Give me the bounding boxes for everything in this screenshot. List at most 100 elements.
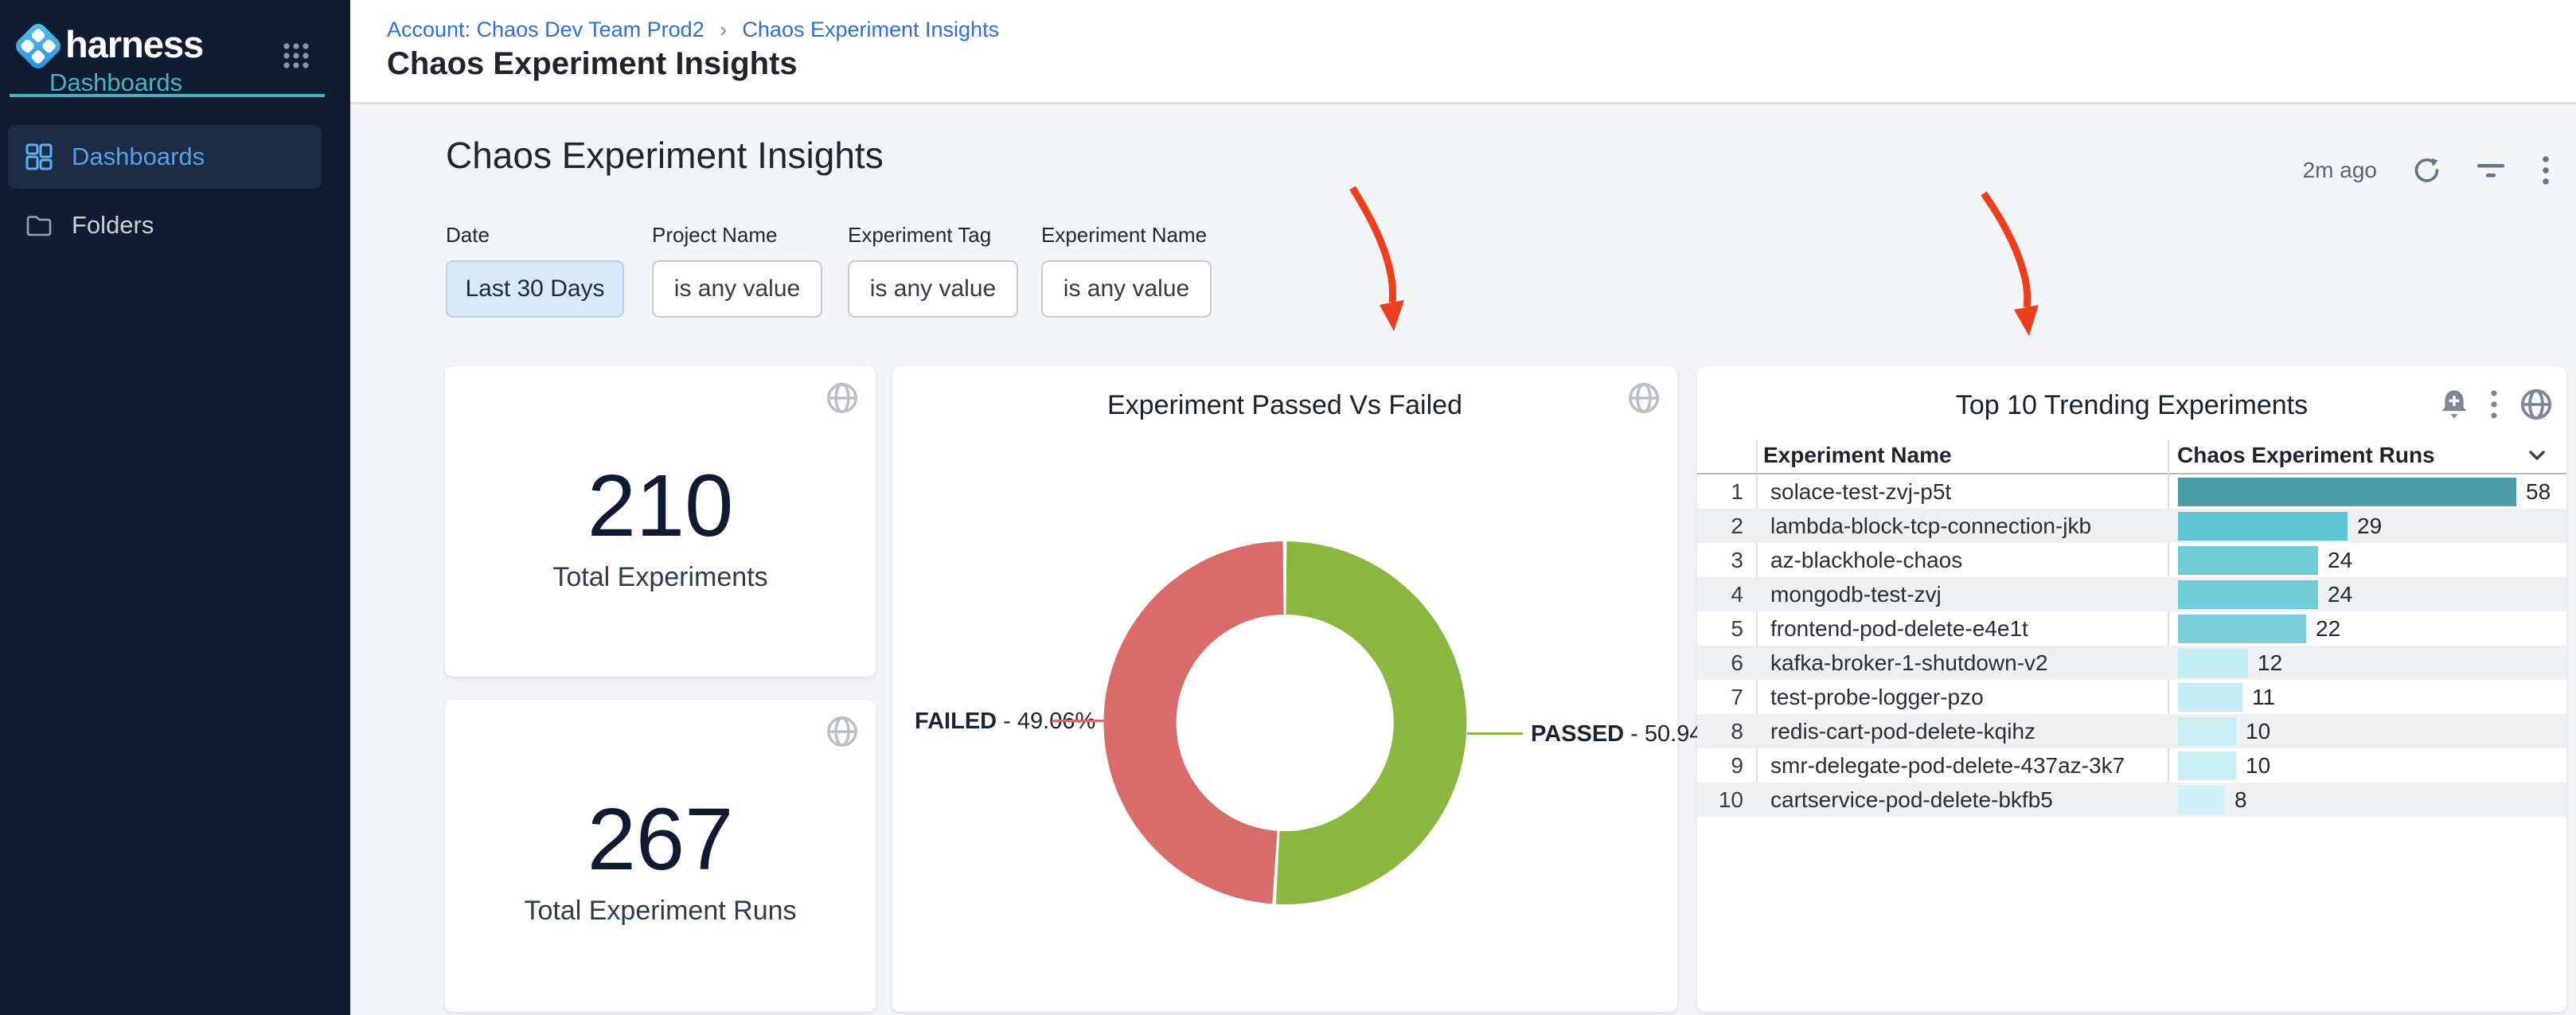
table-body: 1 solace-test-zvj-p5t 58 2 lambda-block-… [1697, 474, 2566, 817]
row-rank: 1 [1731, 479, 1743, 504]
experiment-name-cell[interactable]: kafka-broker-1-shutdown-v2 [1770, 650, 2048, 675]
failed-leader-line [1052, 720, 1109, 722]
run-count-bar[interactable] [2178, 648, 2248, 677]
breadcrumb-current-link[interactable]: Chaos Experiment Insights [742, 18, 1000, 41]
experiment-name-cell[interactable]: cartservice-pod-delete-bkfb5 [1770, 787, 2053, 812]
failed-callout: FAILED - 49.06% [915, 709, 1096, 734]
table-row: 10 cartservice-pod-delete-bkfb5 8 [1697, 783, 2566, 817]
folder-icon [26, 216, 52, 236]
brand-wordmark: harness [65, 23, 204, 65]
run-count-value: 10 [2246, 718, 2271, 744]
header-divider [350, 102, 2576, 104]
harness-logo-icon [16, 24, 60, 68]
table-column-divider [1756, 439, 1758, 817]
experiment-name-filter-value[interactable]: is any value [1041, 260, 1212, 318]
passed-callout: PASSED - 50.94% [1531, 721, 1723, 747]
trending-experiments-card: Top 10 Trending Experiments Experiment N… [1697, 366, 2566, 1012]
stat-label: Total Experiment Runs [524, 896, 797, 926]
breadcrumb: Account: Chaos Dev Team Prod2 › Chaos Ex… [387, 18, 999, 42]
run-count-bar[interactable] [2178, 511, 2348, 541]
refresh-icon[interactable] [2412, 156, 2441, 185]
product-name: Dashboards [49, 68, 183, 96]
kebab-menu-icon[interactable] [2541, 154, 2551, 186]
filter-label: Experiment Tag [848, 223, 992, 247]
run-count-bar[interactable] [2178, 614, 2306, 643]
run-count-value: 12 [2258, 650, 2283, 675]
experiment-name-cell[interactable]: test-probe-logger-pzo [1770, 685, 1984, 709]
sidebar: harness Dashboards Dashboards Folders [0, 0, 350, 1015]
sidebar-item-label: Dashboards [72, 142, 205, 170]
stat-value: 267 [587, 791, 734, 888]
experiment-name-cell[interactable]: lambda-block-tcp-connection-jkb [1770, 513, 2092, 538]
experiment-name-cell[interactable]: frontend-pod-delete-e4e1t [1770, 616, 2028, 641]
filter-label: Experiment Name [1041, 223, 1208, 247]
experiment-name-cell[interactable]: smr-delegate-pod-delete-437az-3k7 [1770, 753, 2125, 778]
table-header-rule [1697, 473, 2566, 474]
run-count-bar[interactable] [2178, 716, 2236, 746]
column-header-experiment-name[interactable]: Experiment Name [1763, 443, 1952, 467]
run-count-bar[interactable] [2178, 477, 2516, 506]
experiment-name-cell[interactable]: az-blackhole-chaos [1770, 548, 1963, 572]
table-column-divider [2168, 439, 2169, 817]
card-actions [2439, 387, 2554, 422]
experiment-name-cell[interactable]: solace-test-zvj-p5t [1770, 479, 1952, 504]
filter-experiment-tag: Experiment Tag is any value [848, 223, 1018, 318]
chart-title: Experiment Passed Vs Failed [1107, 390, 1462, 420]
brand-block: harness Dashboards [13, 18, 339, 96]
filter-bar: Date Last 30 Days Project Name is any va… [350, 223, 2576, 358]
filter-project-name: Project Name is any value [652, 223, 822, 318]
experiment-name-cell[interactable]: mongodb-test-zvj [1770, 582, 1942, 607]
globe-icon[interactable] [825, 714, 860, 749]
filter-icon[interactable] [2476, 158, 2506, 182]
table-row: 6 kafka-broker-1-shutdown-v2 12 [1697, 646, 2566, 680]
run-count-bar[interactable] [2178, 785, 2225, 814]
table-row: 1 solace-test-zvj-p5t 58 [1697, 474, 2566, 509]
row-rank: 2 [1731, 513, 1743, 538]
run-count-bar[interactable] [2178, 580, 2318, 609]
passed-leader-line [1467, 732, 1523, 735]
stat-value: 210 [587, 457, 734, 555]
globe-icon[interactable] [2519, 387, 2554, 422]
project-name-filter-value[interactable]: is any value [652, 260, 822, 318]
dashboard-heading: Chaos Experiment Insights [446, 135, 884, 176]
passed-slice[interactable] [1275, 541, 1467, 904]
row-rank: 6 [1731, 650, 1743, 675]
app-grid-icon[interactable] [280, 40, 312, 72]
table-row: 5 frontend-pod-delete-e4e1t 22 [1697, 611, 2566, 646]
row-rank: 7 [1731, 685, 1743, 709]
experiment-tag-filter-value[interactable]: is any value [848, 260, 1018, 318]
chart-title: Top 10 Trending Experiments [1955, 390, 2309, 420]
run-count-value: 58 [2526, 478, 2551, 504]
breadcrumb-separator-icon: › [720, 18, 727, 41]
stat-label: Total Experiments [552, 562, 768, 592]
filter-label: Date [446, 223, 490, 247]
globe-icon[interactable] [1626, 381, 1661, 416]
kebab-menu-icon[interactable] [2490, 389, 2498, 420]
chevron-down-icon[interactable] [2523, 446, 2551, 465]
last-refreshed-label: 2m ago [2302, 158, 2377, 182]
sidebar-item-folders[interactable]: Folders [8, 193, 322, 257]
table-row: 2 lambda-block-tcp-connection-jkb 29 [1697, 509, 2566, 543]
total-experiment-runs-card: 267 Total Experiment Runs [445, 700, 876, 1012]
row-rank: 4 [1731, 582, 1743, 607]
sidebar-item-dashboards[interactable]: Dashboards [8, 125, 322, 189]
dashboard-main: Chaos Experiment Insights 2m ago Date La… [350, 102, 2576, 1015]
filter-experiment-name: Experiment Name is any value [1041, 223, 1212, 318]
top-header: Account: Chaos Dev Team Prod2 › Chaos Ex… [350, 0, 2576, 102]
date-filter-value[interactable]: Last 30 Days [446, 260, 624, 318]
dashboard-toolbar: 2m ago [2303, 148, 2551, 193]
breadcrumb-account-link[interactable]: Account: Chaos Dev Team Prod2 [387, 18, 704, 41]
experiment-name-cell[interactable]: redis-cart-pod-delete-kqihz [1770, 719, 2036, 744]
run-count-value: 22 [2316, 615, 2341, 641]
table-row: 4 mongodb-test-zvj 24 [1697, 577, 2566, 611]
run-count-bar[interactable] [2178, 751, 2236, 780]
alert-bell-icon[interactable] [2439, 388, 2469, 421]
run-count-bar[interactable] [2178, 545, 2318, 575]
run-count-value: 24 [2328, 581, 2353, 607]
run-count-bar[interactable] [2178, 682, 2242, 712]
row-rank: 8 [1731, 719, 1743, 744]
column-header-chaos-experiment-runs[interactable]: Chaos Experiment Runs [2177, 443, 2435, 467]
globe-icon[interactable] [825, 381, 860, 416]
failed-slice[interactable] [1103, 541, 1284, 904]
dashboard-grid-icon [25, 143, 53, 170]
